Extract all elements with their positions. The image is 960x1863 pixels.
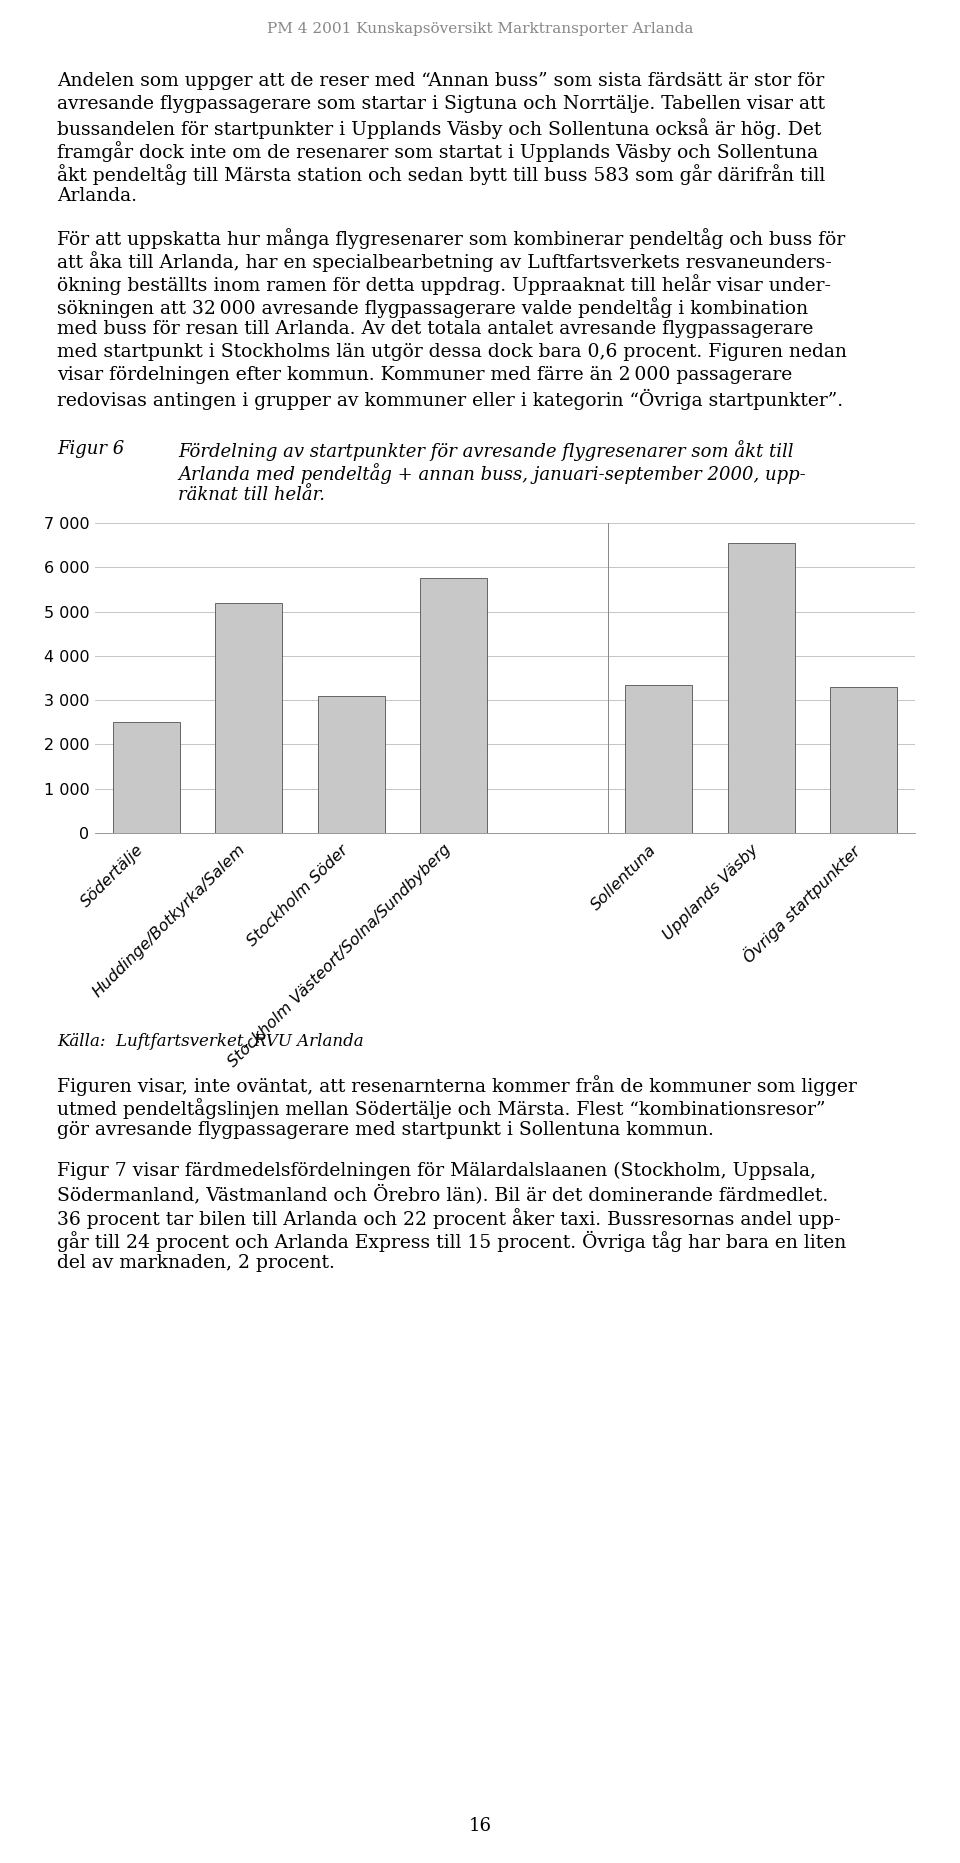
Text: Figur 7 visar färdmedelsfördelningen för Mälardalslaanen (Stockholm, Uppsala,: Figur 7 visar färdmedelsfördelningen för… [57, 1163, 816, 1181]
Text: ökning beställts inom ramen för detta uppdrag. Uppraaknat till helår visar under: ökning beställts inom ramen för detta up… [57, 274, 831, 294]
Bar [113, 723, 180, 833]
Text: utmed pendeltågslinjen mellan Södertälje och Märsta. Flest “kombinationsresor”: utmed pendeltågslinjen mellan Södertälje… [57, 1097, 826, 1120]
Text: Figuren visar, inte oväntat, att resenarnterna kommer från de kommuner som ligge: Figuren visar, inte oväntat, att resenar… [57, 1075, 857, 1095]
Text: går till 24 procent och Arlanda Express till 15 procent. Övriga tåg har bara en : går till 24 procent och Arlanda Express … [57, 1231, 847, 1252]
Text: Källa:  Luftfartsverket, RVU Arlanda: Källa: Luftfartsverket, RVU Arlanda [57, 1032, 364, 1051]
Text: 36 procent tar bilen till Arlanda och 22 procent åker taxi. Bussresornas andel u: 36 procent tar bilen till Arlanda och 22… [57, 1207, 841, 1230]
Text: Arlanda med pendeltåg + annan buss, januari-september 2000, upp-: Arlanda med pendeltåg + annan buss, janu… [178, 464, 805, 484]
Text: med startpunkt i Stockholms län utgör dessa dock bara 0,6 procent. Figuren nedan: med startpunkt i Stockholms län utgör de… [57, 343, 847, 361]
Bar [318, 695, 385, 833]
Text: PM 4 2001 Kunskapsöversikt Marktransporter Arlanda: PM 4 2001 Kunskapsöversikt Marktransport… [267, 22, 693, 35]
Text: sökningen att 32 000 avresande flygpassagerare valde pendeltåg i kombination: sökningen att 32 000 avresande flygpassa… [57, 296, 808, 319]
Text: med buss för resan till Arlanda. Av det totala antalet avresande flygpassagerare: med buss för resan till Arlanda. Av det … [57, 320, 813, 337]
Text: framgår dock inte om de resenarer som startat i Upplands Väsby och Sollentuna: framgår dock inte om de resenarer som st… [57, 142, 818, 162]
Text: Södermanland, Västmanland och Örebro län). Bil är det dominerande färdmedlet.: Södermanland, Västmanland och Örebro län… [57, 1185, 828, 1205]
Text: Arlanda.: Arlanda. [57, 186, 137, 205]
Bar [728, 542, 795, 833]
Text: visar fördelningen efter kommun. Kommuner med färre än 2 000 passagerare: visar fördelningen efter kommun. Kommune… [57, 365, 792, 384]
Text: Figur 6: Figur 6 [57, 440, 124, 458]
Text: gör avresande flygpassagerare med startpunkt i Sollentuna kommun.: gör avresande flygpassagerare med startp… [57, 1122, 714, 1138]
Bar [830, 687, 897, 833]
Text: redovisas antingen i grupper av kommuner eller i kategorin “Övriga startpunkter”: redovisas antingen i grupper av kommuner… [57, 389, 843, 410]
Text: räknat till helår.: räknat till helår. [178, 486, 325, 505]
Bar [215, 604, 282, 833]
Text: För att uppskatta hur många flygresenarer som kombinerar pendeltåg och buss för: För att uppskatta hur många flygresenare… [57, 227, 845, 250]
Bar [420, 578, 487, 833]
Text: avresande flygpassagerare som startar i Sigtuna och Norrtälje. Tabellen visar at: avresande flygpassagerare som startar i … [57, 95, 825, 114]
Bar [625, 684, 692, 833]
Text: att åka till Arlanda, har en specialbearbetning av Luftfartsverkets resvaneunder: att åka till Arlanda, har en specialbear… [57, 252, 832, 272]
Text: 16: 16 [468, 1816, 492, 1835]
Text: bussandelen för startpunkter i Upplands Väsby och Sollentuna också är hög. Det: bussandelen för startpunkter i Upplands … [57, 117, 822, 140]
Text: del av marknaden, 2 procent.: del av marknaden, 2 procent. [57, 1254, 335, 1272]
Text: Andelen som uppger att de reser med “Annan buss” som sista färdsätt är stor för: Andelen som uppger att de reser med “Ann… [57, 73, 825, 89]
Text: åkt pendeltåg till Märsta station och sedan bytt till buss 583 som går därifrån : åkt pendeltåg till Märsta station och se… [57, 164, 826, 184]
Text: Fördelning av startpunkter för avresande flygresenarer som åkt till: Fördelning av startpunkter för avresande… [178, 440, 794, 460]
